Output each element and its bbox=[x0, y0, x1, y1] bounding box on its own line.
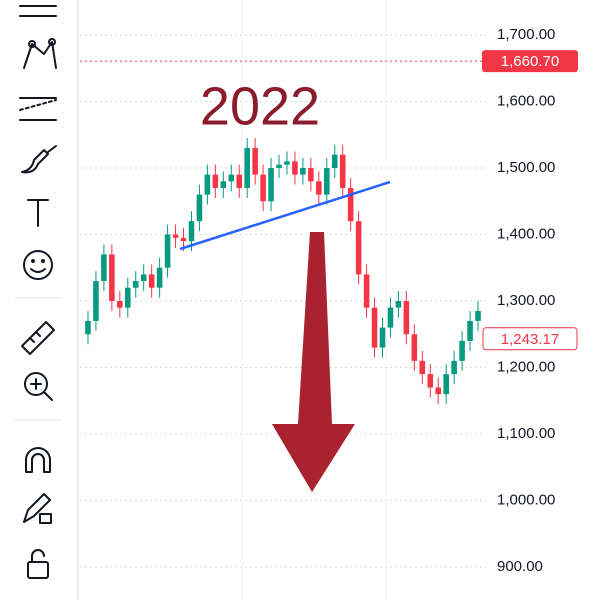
candle-body bbox=[403, 301, 410, 335]
candle-body bbox=[156, 267, 163, 288]
candle-body bbox=[435, 387, 442, 395]
y-tick-label: 1,000.00 bbox=[497, 491, 555, 508]
candle-body bbox=[387, 307, 394, 328]
candle-body bbox=[212, 174, 219, 188]
candle-body bbox=[467, 320, 473, 341]
candle-body bbox=[140, 274, 147, 282]
tool-fib[interactable] bbox=[19, 97, 57, 121]
y-tick-label: 1,200.00 bbox=[497, 358, 555, 375]
y-tick-label: 1,300.00 bbox=[497, 292, 555, 309]
alert-price-label: 1,660.70 bbox=[501, 53, 559, 70]
candle-body bbox=[228, 174, 235, 182]
candle-body bbox=[276, 164, 282, 168]
candle-body bbox=[164, 234, 171, 268]
candle-body bbox=[371, 307, 378, 348]
tool-pattern[interactable] bbox=[23, 38, 57, 69]
candle-body bbox=[204, 174, 211, 195]
alert-price-tag bbox=[482, 50, 578, 73]
candle-body bbox=[284, 161, 290, 165]
candle-body bbox=[244, 148, 250, 188]
tool-lock-draw[interactable] bbox=[23, 493, 52, 524]
candle-body bbox=[363, 274, 370, 308]
candle-body bbox=[117, 301, 123, 308]
candle-body bbox=[180, 237, 187, 242]
candle-body bbox=[292, 161, 298, 175]
candle-body bbox=[268, 168, 274, 202]
candle-body bbox=[196, 194, 203, 222]
candle-body bbox=[451, 360, 457, 375]
y-tick-label: 1,400.00 bbox=[497, 225, 555, 242]
candle-body bbox=[316, 181, 322, 195]
candle-body bbox=[188, 221, 195, 242]
down-arrow bbox=[272, 232, 355, 492]
tool-text[interactable] bbox=[27, 199, 49, 227]
candle-body bbox=[379, 327, 386, 348]
candle-body bbox=[252, 148, 258, 175]
candle-body bbox=[260, 174, 266, 202]
candle-body bbox=[347, 187, 354, 222]
last-price-tag bbox=[482, 327, 578, 351]
y-tick-label: 1,500.00 bbox=[497, 159, 555, 176]
tool-lock[interactable] bbox=[27, 549, 49, 579]
last-price-label: 1,243.17 bbox=[501, 331, 559, 348]
candle-body bbox=[475, 310, 481, 321]
y-tick-label: 1,100.00 bbox=[497, 425, 555, 442]
candle-body bbox=[355, 221, 362, 275]
trend-line bbox=[179, 180, 391, 251]
candle-body bbox=[101, 254, 107, 282]
candle-body bbox=[443, 374, 449, 395]
year-annotation: 2022 bbox=[200, 76, 320, 136]
candle-body bbox=[85, 320, 91, 335]
candle-body bbox=[124, 287, 131, 308]
candle-body bbox=[132, 281, 139, 288]
candle-body bbox=[395, 301, 402, 308]
candle-body bbox=[172, 234, 179, 238]
y-tick-label: 1,600.00 bbox=[497, 92, 555, 109]
y-tick-label: 900.00 bbox=[497, 558, 543, 575]
candle-body bbox=[236, 174, 243, 188]
candle-body bbox=[339, 154, 346, 188]
tool-magnet[interactable] bbox=[25, 447, 51, 473]
y-tick-label: 1,700.00 bbox=[497, 26, 555, 43]
candle-body bbox=[220, 181, 227, 188]
candle-body bbox=[308, 168, 314, 182]
candle-body bbox=[419, 360, 426, 375]
candle-body bbox=[148, 274, 155, 288]
candle-body bbox=[411, 334, 418, 361]
candle-body bbox=[331, 154, 338, 168]
tool-ruler[interactable] bbox=[21, 321, 55, 355]
candle-body bbox=[427, 374, 434, 388]
candle-body bbox=[300, 168, 306, 175]
tool-lines[interactable] bbox=[19, 5, 57, 17]
tool-zoom[interactable] bbox=[24, 372, 53, 401]
tool-emoji[interactable] bbox=[23, 250, 53, 280]
candle-body bbox=[93, 281, 99, 321]
tool-brush[interactable] bbox=[21, 145, 57, 174]
candle-body bbox=[109, 254, 115, 301]
candle-body bbox=[323, 168, 330, 195]
candle-body bbox=[459, 340, 465, 361]
